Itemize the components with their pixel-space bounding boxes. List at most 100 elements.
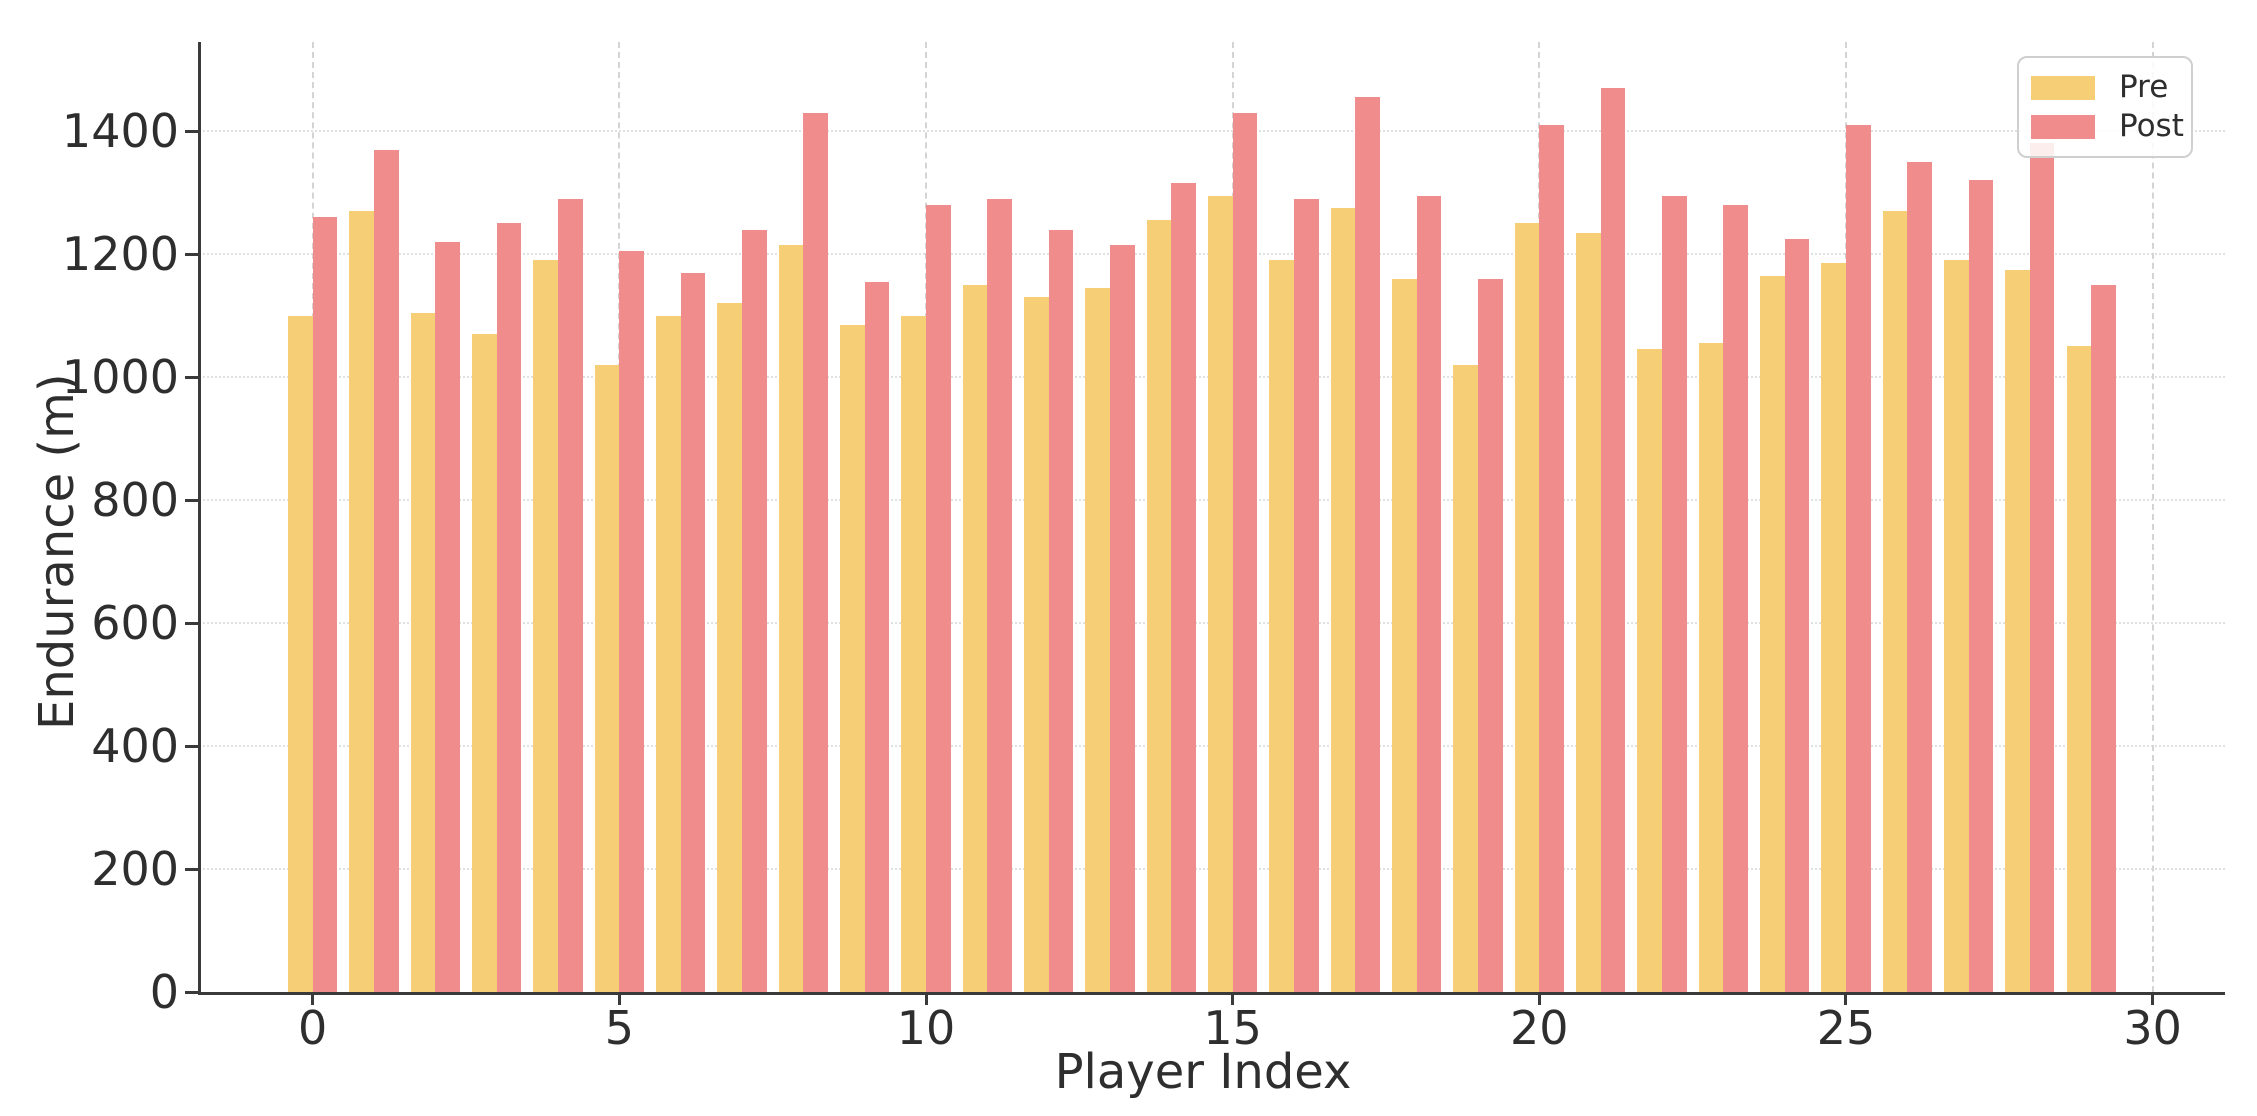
bar-pre-15 — [1208, 195, 1233, 992]
bar-post-14 — [1171, 183, 1196, 992]
bar-pre-2 — [410, 312, 436, 992]
bar-pre-23 — [1698, 343, 1724, 992]
bar-post-10 — [926, 204, 951, 992]
legend-item-pre: Pre — [2031, 72, 2179, 103]
bar-post-15 — [1232, 112, 1258, 992]
bar-pre-21 — [1576, 232, 1601, 992]
bar-post-26 — [1907, 161, 1932, 992]
xtick-10 — [924, 992, 928, 1005]
bar-post-16 — [1293, 198, 1319, 992]
bar-post-2 — [435, 241, 460, 992]
bar-pre-28 — [2005, 269, 2030, 992]
bar-pre-13 — [1085, 287, 1110, 992]
ytick-label-400: 400 — [91, 719, 179, 774]
bar-pre-19 — [1453, 364, 1478, 992]
bar-post-23 — [1723, 204, 1748, 992]
bar-post-22 — [1661, 195, 1687, 992]
ytick-1200 — [185, 252, 198, 256]
bar-pre-25 — [1821, 263, 1846, 992]
ytick-label-200: 200 — [91, 842, 179, 897]
ytick-1400 — [185, 129, 198, 133]
bar-pre-26 — [1882, 211, 1908, 992]
ytick-label-1200: 1200 — [61, 227, 179, 282]
xtick-label-30: 30 — [2123, 1001, 2182, 1055]
bar-post-20 — [1539, 125, 1564, 992]
xtick-label-10: 10 — [896, 1001, 956, 1055]
xtick-0 — [311, 992, 315, 1005]
ytick-label-0: 0 — [149, 965, 179, 1019]
legend-item-post: Post — [2031, 111, 2184, 142]
xtick-15 — [1231, 992, 1235, 1005]
bar-pre-10 — [901, 315, 926, 992]
bar-pre-22 — [1637, 349, 1662, 992]
legend-label-pre: Pre — [2119, 69, 2169, 105]
bar-pre-29 — [2066, 346, 2092, 992]
bar-post-5 — [619, 251, 644, 992]
bar-pre-7 — [717, 303, 742, 992]
bar-post-21 — [1600, 88, 1626, 992]
ytick-label-1400: 1400 — [61, 104, 179, 159]
bar-post-13 — [1109, 244, 1135, 992]
bar-post-29 — [2091, 284, 2116, 992]
bar-post-19 — [1477, 278, 1503, 992]
xtick-label-20: 20 — [1510, 1001, 1569, 1055]
bar-post-11 — [987, 198, 1012, 992]
ytick-0 — [185, 990, 198, 994]
y-axis-line — [198, 42, 201, 995]
legend-swatch-post — [2031, 114, 2095, 139]
xtick-label-0: 0 — [298, 1001, 328, 1055]
bar-post-8 — [803, 112, 828, 992]
bar-pre-1 — [349, 211, 375, 992]
xtick-label-5: 5 — [604, 1001, 634, 1055]
xtick-30 — [2151, 992, 2155, 1005]
xtick-5 — [617, 992, 621, 1005]
legend-swatch-pre — [2031, 75, 2095, 100]
bar-post-7 — [742, 229, 767, 992]
bar-pre-8 — [778, 244, 804, 992]
bar-pre-27 — [1944, 260, 1969, 992]
bar-post-6 — [680, 272, 706, 992]
bar-pre-6 — [656, 315, 681, 992]
bar-pre-24 — [1760, 275, 1785, 992]
xtick-label-25: 25 — [1816, 1001, 1876, 1055]
ytick-label-1000: 1000 — [61, 350, 179, 405]
ytick-600 — [185, 621, 198, 625]
xtick-25 — [1844, 992, 1848, 1005]
ytick-label-600: 600 — [91, 596, 179, 651]
bar-pre-3 — [472, 334, 497, 992]
x-axis-line — [198, 992, 2225, 995]
bar-pre-17 — [1330, 208, 1356, 992]
bar-pre-9 — [840, 324, 865, 992]
ytick-label-800: 800 — [91, 473, 179, 528]
bar-pre-5 — [594, 364, 620, 992]
bar-post-25 — [1845, 125, 1871, 992]
y-axis-title: Endurance (m) — [29, 373, 85, 730]
bar-pre-0 — [288, 315, 313, 992]
x-axis-title: Player Index — [1054, 1044, 1352, 1100]
bar-pre-11 — [962, 284, 988, 992]
bar-post-1 — [374, 149, 399, 992]
gridline-y-1400 — [198, 130, 2225, 133]
bar-post-9 — [864, 281, 890, 992]
bar-post-0 — [312, 217, 338, 992]
xtick-label-15: 15 — [1203, 1001, 1262, 1055]
bar-post-28 — [2029, 143, 2055, 992]
legend-label-post: Post — [2119, 108, 2184, 144]
bar-pre-18 — [1392, 278, 1417, 992]
bar-pre-20 — [1514, 223, 1540, 992]
bar-pre-4 — [533, 260, 558, 992]
ytick-200 — [185, 867, 198, 871]
legend: Pre Post — [2017, 56, 2193, 158]
bar-post-4 — [558, 198, 583, 992]
bar-post-27 — [1968, 180, 1994, 992]
bar-post-17 — [1355, 97, 1380, 992]
bar-post-18 — [1416, 195, 1442, 992]
bar-post-12 — [1048, 229, 1074, 992]
bar-pre-12 — [1024, 297, 1049, 992]
ytick-1000 — [185, 375, 198, 379]
bar-post-3 — [496, 223, 522, 992]
bar-post-24 — [1784, 238, 1810, 992]
ytick-400 — [185, 744, 198, 748]
bar-pre-14 — [1146, 220, 1172, 992]
